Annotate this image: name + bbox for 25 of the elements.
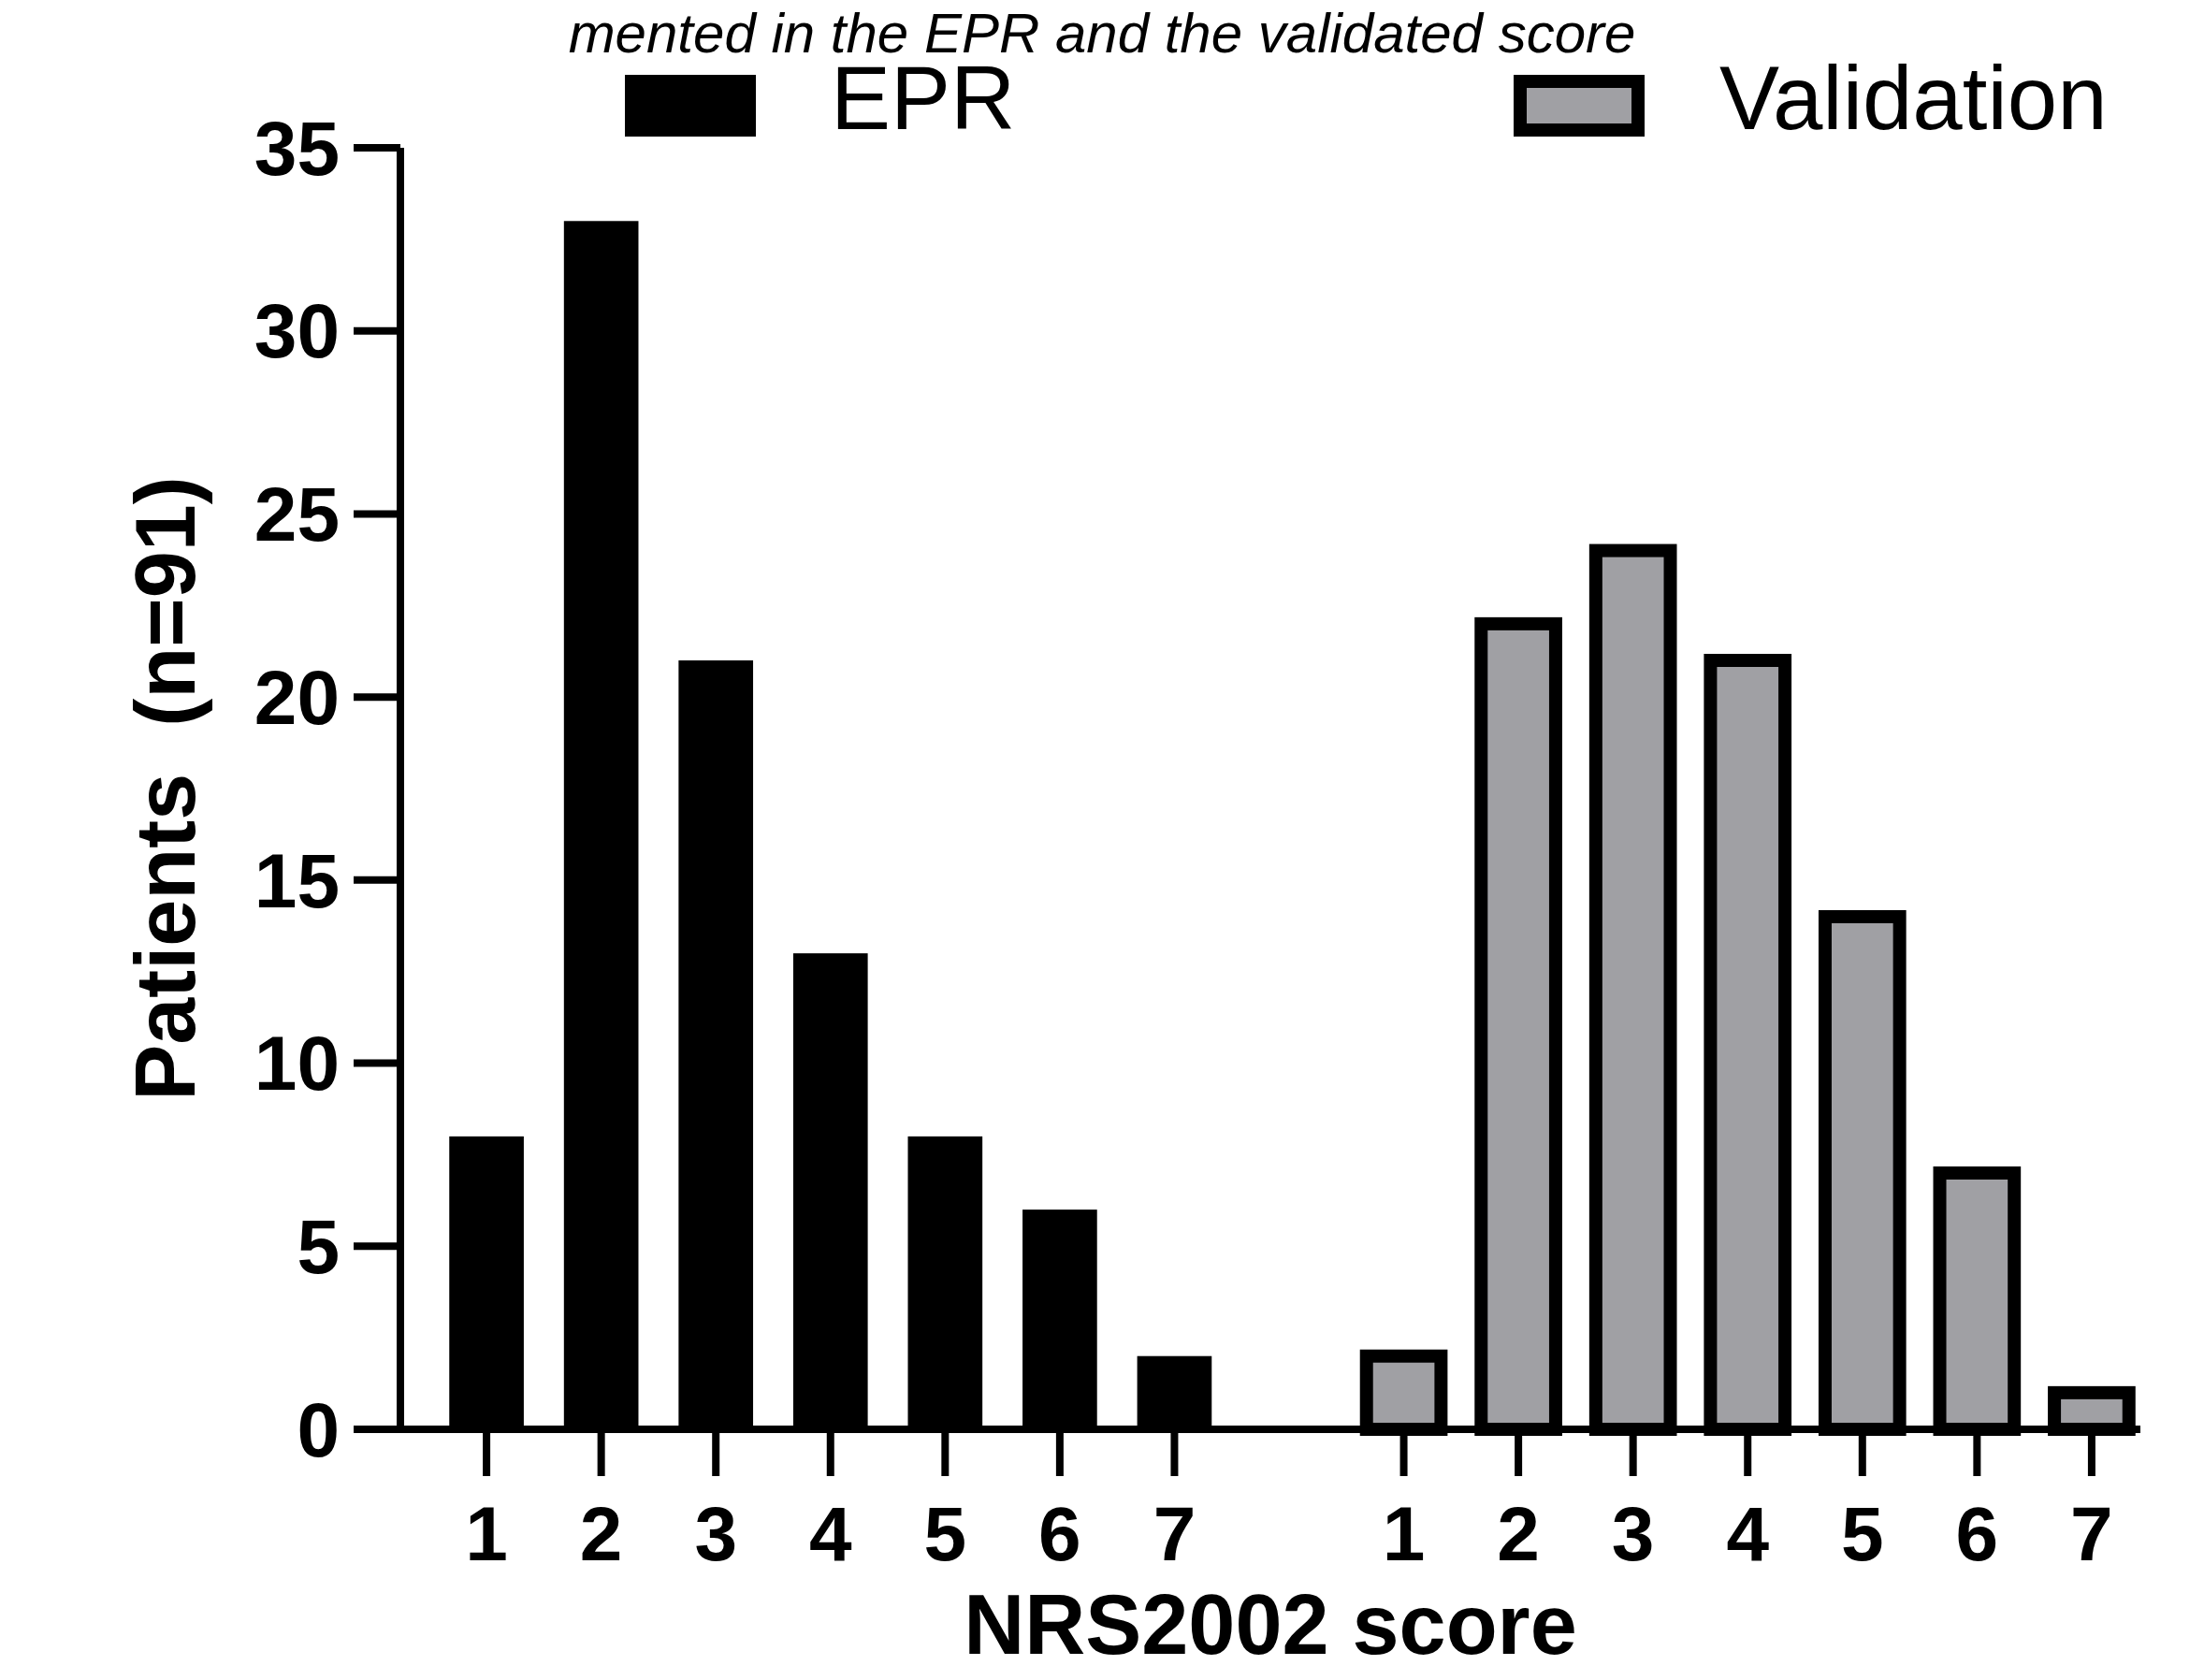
x-tick-label: 5	[1840, 1491, 1884, 1576]
x-tick-label: 3	[694, 1491, 738, 1576]
x-tick-label: 7	[1153, 1491, 1196, 1576]
y-tick-label: 10	[254, 1021, 340, 1107]
x-tick-label: 2	[1497, 1491, 1540, 1576]
y-axis-title: Patients (n=91)	[119, 476, 212, 1101]
x-tick-label: 3	[1611, 1491, 1655, 1576]
x-axis-title: NRS2002 score	[964, 1578, 1577, 1672]
x-tick-label: 4	[808, 1491, 852, 1576]
x-tick-label: 6	[1038, 1491, 1081, 1576]
x-tick-label: 1	[465, 1491, 508, 1576]
legend-label: Validation	[1719, 48, 2108, 148]
y-tick-label: 5	[297, 1203, 340, 1289]
x-tick-label: 7	[2070, 1491, 2113, 1576]
y-tick-label: 15	[254, 837, 340, 923]
x-tick-label: 5	[923, 1491, 967, 1576]
y-tick-label: 25	[254, 471, 340, 558]
y-tick-label: 20	[254, 654, 340, 740]
x-tick-label: 4	[1726, 1491, 1770, 1576]
y-tick-label: 0	[297, 1386, 340, 1472]
y-tick-label: 30	[254, 288, 340, 374]
y-tick-label: 35	[254, 105, 340, 191]
x-tick-label: 1	[1382, 1491, 1426, 1576]
x-tick-label: 2	[579, 1491, 623, 1576]
x-tick-label: 6	[1955, 1491, 1999, 1576]
